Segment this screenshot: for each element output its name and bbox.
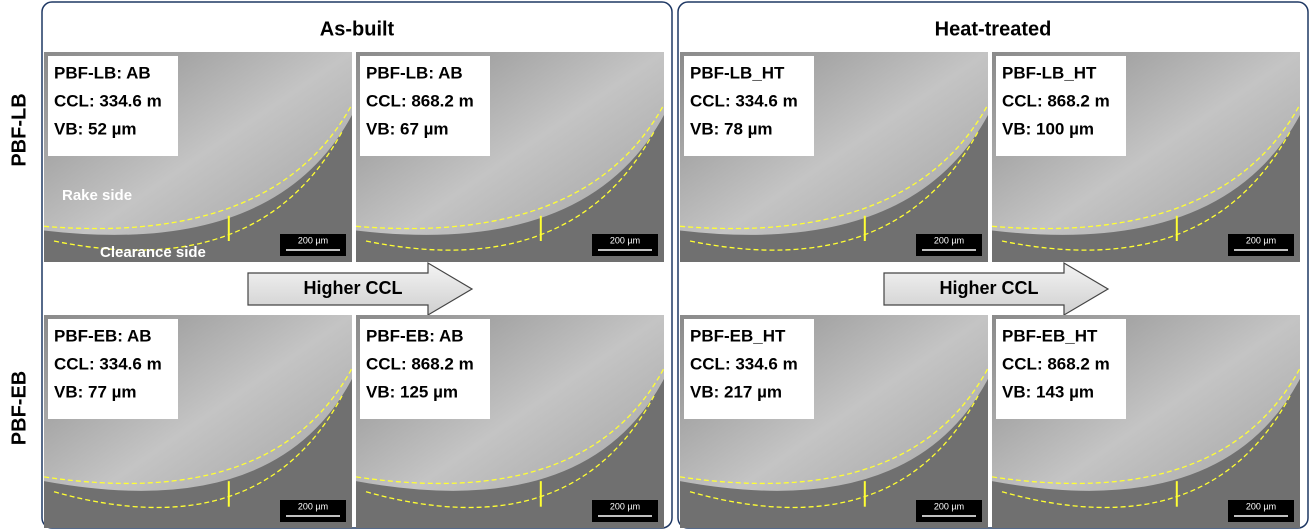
sem-image: PBF-EB: AB CCL: 868.2 m VB: 125 µm 200 µm xyxy=(356,315,664,528)
image-label: CCL: 334.6 m xyxy=(54,91,162,110)
sem-image: PBF-LB: AB CCL: 334.6 m VB: 52 µm 200 µm Rak… xyxy=(44,52,352,262)
image-label: CCL: 868.2 m xyxy=(1002,354,1110,373)
sem-image: PBF-LB_HT CCL: 868.2 m VB: 100 µm 200 µm xyxy=(992,52,1300,262)
image-label: VB: 125 µm xyxy=(366,382,458,401)
image-label: PBF-EB: AB xyxy=(54,326,152,345)
row-label: PBF-LB xyxy=(8,93,30,166)
row-label: PBF-EB xyxy=(8,371,30,445)
arrow-label: Higher CCL xyxy=(940,278,1039,298)
panel-title: As-built xyxy=(320,18,395,40)
sem-image: PBF-EB: AB CCL: 334.6 m VB: 77 µm 200 µm xyxy=(44,315,352,528)
figure: PBF-LB PBF-EB As-built Higher CCL PBF-LB: AB… xyxy=(0,0,1311,530)
image-label: PBF-EB_HT xyxy=(1002,326,1098,345)
image-label: VB: 77 µm xyxy=(54,382,137,401)
image-label: VB: 217 µm xyxy=(690,382,782,401)
image-label: VB: 67 µm xyxy=(366,119,449,138)
image-label: CCL: 334.6 m xyxy=(690,354,798,373)
sem-image: PBF-LB_HT CCL: 334.6 m VB: 78 µm 200 µm xyxy=(680,52,988,262)
image-label: CCL: 868.2 m xyxy=(366,91,474,110)
image-label: VB: 52 µm xyxy=(54,119,137,138)
sem-image: PBF-EB_HT CCL: 334.6 m VB: 217 µm 200 µm xyxy=(680,315,988,528)
arrow-label: Higher CCL xyxy=(304,278,403,298)
scale-bar-label: 200 µm xyxy=(1246,235,1276,245)
image-label: CCL: 868.2 m xyxy=(366,354,474,373)
scale-bar-label: 200 µm xyxy=(610,501,640,511)
sem-image: PBF-LB: AB CCL: 868.2 m VB: 67 µm 200 µm xyxy=(356,52,664,262)
image-label: PBF-LB_HT xyxy=(690,63,785,82)
image-label: VB: 143 µm xyxy=(1002,382,1094,401)
scale-bar-label: 200 µm xyxy=(610,235,640,245)
image-label: CCL: 334.6 m xyxy=(690,91,798,110)
scale-bar-label: 200 µm xyxy=(1246,501,1276,511)
image-label: CCL: 334.6 m xyxy=(54,354,162,373)
panel-title: Heat-treated xyxy=(935,18,1052,40)
image-label: VB: 78 µm xyxy=(690,119,773,138)
image-label: PBF-LB: AB xyxy=(366,63,463,82)
scale-bar-label: 200 µm xyxy=(298,235,328,245)
image-label: PBF-EB_HT xyxy=(690,326,786,345)
image-label: PBF-LB: AB xyxy=(54,63,151,82)
scale-bar-label: 200 µm xyxy=(934,501,964,511)
sem-image: PBF-EB_HT CCL: 868.2 m VB: 143 µm 200 µm xyxy=(992,315,1300,528)
image-label: PBF-LB_HT xyxy=(1002,63,1097,82)
scale-bar-label: 200 µm xyxy=(934,235,964,245)
scale-bar-label: 200 µm xyxy=(298,501,328,511)
image-label: CCL: 868.2 m xyxy=(1002,91,1110,110)
annotation: Clearance side xyxy=(100,244,206,261)
image-label: VB: 100 µm xyxy=(1002,119,1094,138)
annotation: Rake side xyxy=(62,187,132,204)
image-label: PBF-EB: AB xyxy=(366,326,464,345)
